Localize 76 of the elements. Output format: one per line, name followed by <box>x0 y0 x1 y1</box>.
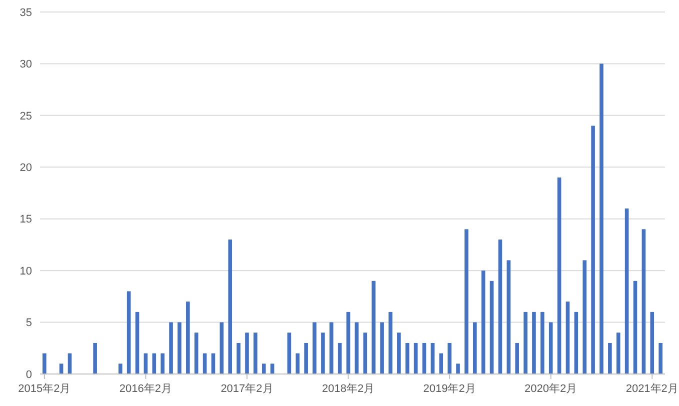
bar <box>160 353 164 374</box>
bar <box>245 332 249 374</box>
bar <box>616 332 620 374</box>
bar <box>405 342 410 374</box>
y-tick-label: 35 <box>20 6 32 19</box>
bar <box>262 364 266 374</box>
bar <box>414 342 418 374</box>
x-tick-label: 2018年2月 <box>322 383 375 395</box>
bar <box>472 322 477 374</box>
x-tick-label: 2017年2月 <box>220 383 274 395</box>
y-tick-label: 20 <box>20 162 32 174</box>
bar <box>608 342 612 374</box>
bar <box>254 332 258 374</box>
bar <box>220 322 224 374</box>
bar <box>194 332 198 374</box>
bar <box>582 260 587 374</box>
y-tick-label: 10 <box>20 265 32 278</box>
bar <box>591 126 595 374</box>
bar <box>524 312 528 374</box>
y-tick-label: 15 <box>20 214 32 226</box>
x-tick-label: 2015年2月 <box>18 383 71 395</box>
bar <box>481 270 486 374</box>
bar <box>448 342 452 374</box>
bar <box>346 312 350 374</box>
bar <box>498 240 502 374</box>
bar <box>287 332 292 374</box>
bar <box>312 322 316 374</box>
bar <box>330 322 334 374</box>
bar <box>490 280 494 374</box>
bar <box>566 302 570 374</box>
bar <box>380 322 384 374</box>
bar <box>93 342 97 374</box>
bar <box>338 342 342 374</box>
y-tick-label: 0 <box>26 368 32 381</box>
bar <box>464 229 468 374</box>
bar <box>397 332 401 374</box>
bar <box>540 312 544 374</box>
bar <box>557 177 562 374</box>
bar <box>321 332 325 374</box>
bar <box>388 312 392 374</box>
bar <box>650 312 654 374</box>
bar <box>354 322 359 374</box>
bar <box>532 312 536 374</box>
bar <box>642 229 646 374</box>
x-tick-label: 2016年2月 <box>119 383 172 395</box>
bar <box>515 342 519 374</box>
bar <box>422 342 426 374</box>
bar <box>600 64 604 374</box>
y-tick-label: 25 <box>20 110 32 122</box>
x-tick-label: 2021年2月 <box>626 383 678 395</box>
bar <box>178 322 182 374</box>
bar <box>633 280 638 374</box>
bar <box>372 280 376 374</box>
bar <box>42 353 46 374</box>
bar <box>506 260 511 374</box>
bar <box>304 342 308 374</box>
bar <box>228 240 232 374</box>
bar <box>126 291 131 374</box>
x-tick-label: 2020年2月 <box>524 383 578 395</box>
bar <box>118 364 122 374</box>
bar <box>363 332 368 374</box>
bar <box>169 322 173 374</box>
bar <box>574 312 578 374</box>
bar <box>439 353 444 374</box>
bar <box>624 208 629 374</box>
bar <box>135 312 140 374</box>
bar <box>296 353 300 374</box>
y-tick-label: 5 <box>26 317 32 330</box>
bar <box>456 364 460 374</box>
bar <box>186 302 190 374</box>
bar <box>236 342 240 374</box>
x-tick-label: 2019年2月 <box>423 383 476 395</box>
y-tick-label: 30 <box>20 58 32 71</box>
bar <box>548 322 553 374</box>
bar <box>658 342 662 374</box>
bar <box>430 342 435 374</box>
